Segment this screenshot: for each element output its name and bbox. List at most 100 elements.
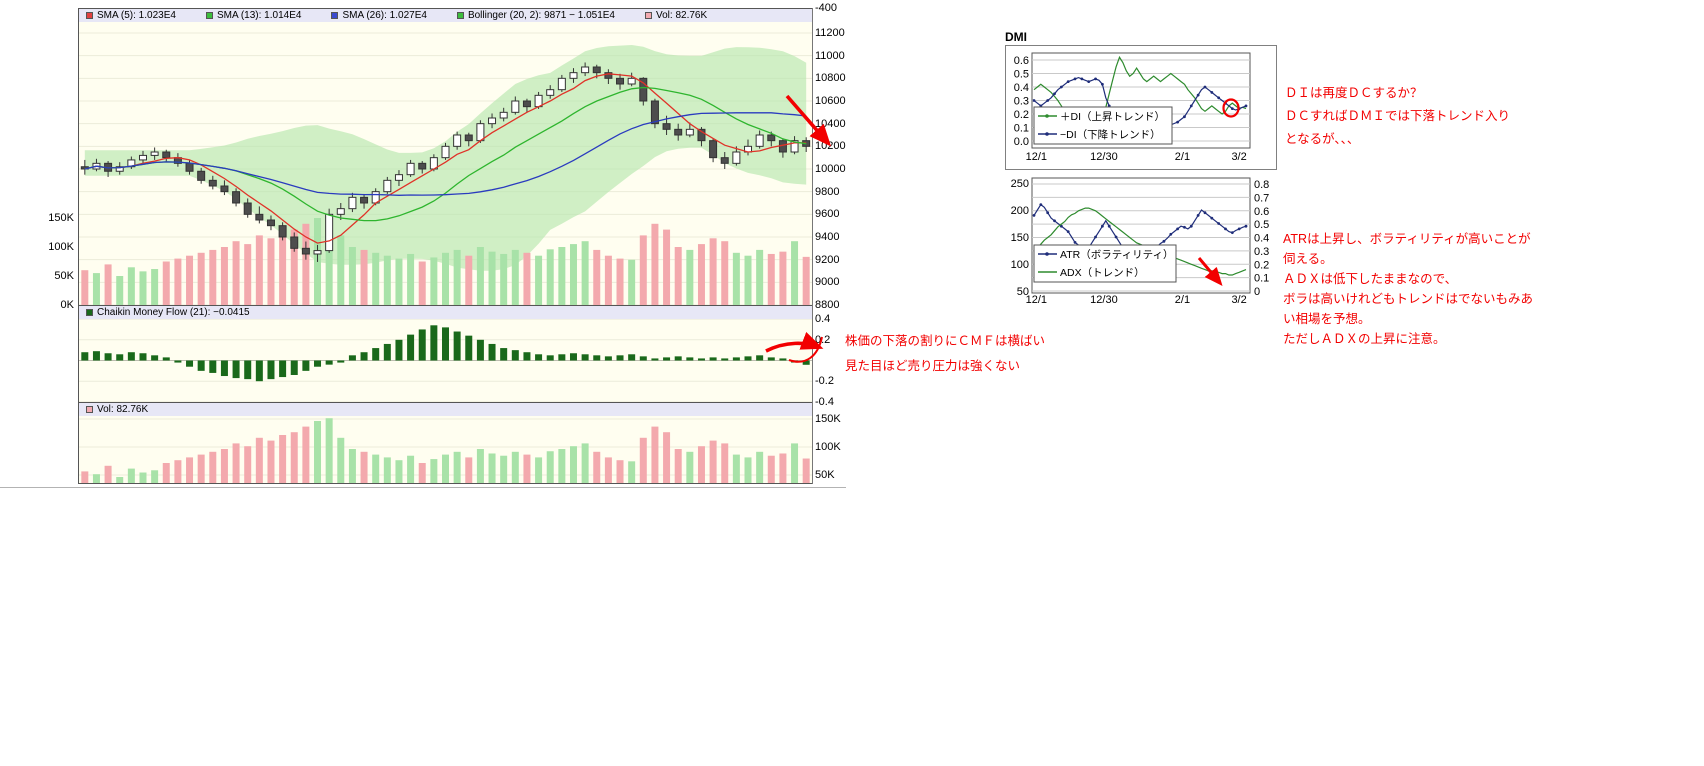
- axis-label: 9600: [815, 208, 840, 220]
- svg-text:−DI（下降トレンド）: −DI（下降トレンド）: [1060, 128, 1161, 141]
- atr-annotation-line3: ＡＤＸは低下したままなので、: [1283, 272, 1458, 286]
- legend-sma13: SMA (13): 1.014E4: [205, 10, 302, 21]
- svg-text:0.1: 0.1: [1254, 273, 1269, 285]
- svg-text:50: 50: [1017, 286, 1029, 298]
- axis-label: 50K: [815, 469, 835, 481]
- axis-label: 10200: [815, 140, 846, 152]
- svg-text:0.3: 0.3: [1014, 96, 1029, 108]
- svg-text:0.6: 0.6: [1014, 55, 1029, 67]
- svg-text:3/2: 3/2: [1231, 151, 1246, 163]
- svg-text:150: 150: [1011, 232, 1029, 244]
- atr-annotation-line2: 伺える。: [1283, 252, 1333, 266]
- atr-annotation-line1: ATRは上昇し、ボラティリティが高いことが: [1283, 232, 1531, 246]
- legend-cmf: Chaikin Money Flow (21): −0.0415: [86, 307, 250, 318]
- atr-annotation-line5: い相場を予想。: [1283, 312, 1371, 326]
- legend-sma5-label: SMA (5): 1.023E4: [97, 10, 176, 21]
- atr-annotation-line4: ボラは高いけれどもトレンドはでないもみあ: [1283, 292, 1534, 306]
- axis-label: 10000: [815, 163, 846, 175]
- cmf-chart-canvas: [79, 319, 812, 402]
- svg-text:0: 0: [1254, 286, 1260, 298]
- volume-chart-canvas: [79, 416, 812, 483]
- svg-text:12/1: 12/1: [1026, 294, 1047, 306]
- axis-label: 10800: [815, 72, 846, 84]
- svg-text:250: 250: [1011, 178, 1029, 190]
- axis-label: 10400: [815, 118, 846, 130]
- chart-top-border: [78, 8, 813, 9]
- axis-label: -0.4: [815, 396, 834, 408]
- dmi-chart-canvas: 0.6 0.50.4 0.30.2 0.10.0 12/1 12/30 2/1 3/2 ＋DI（…: [1005, 45, 1277, 170]
- svg-text:0.0: 0.0: [1014, 136, 1029, 148]
- legend-sma26: SMA (26): 1.027E4: [331, 10, 427, 21]
- axis-label: 9000: [815, 276, 840, 288]
- legend-bollinger-label: Bollinger (20, 2): 9871 − 1.051E4: [467, 10, 615, 21]
- sma5-chip-icon: [86, 12, 93, 19]
- atr-annotation-line6: ただしＡＤＸの上昇に注意。: [1283, 332, 1446, 346]
- dmi-annotation: ＤＩは再度ＤＣするか？ ＤＣすればＤＭＩでは下落トレンド入り となるが、、、: [1285, 82, 1510, 151]
- axis-label: 10600: [815, 95, 846, 107]
- axis-label: 0K: [60, 299, 74, 311]
- axis-label: 50K: [54, 270, 74, 282]
- left-axis-line: [78, 8, 79, 484]
- axis-label: 9800: [815, 186, 840, 198]
- svg-text:12/1: 12/1: [1026, 151, 1047, 163]
- svg-text:＋DI（上昇トレンド）: ＋DI（上昇トレンド）: [1060, 111, 1165, 123]
- svg-text:2/1: 2/1: [1175, 294, 1190, 306]
- svg-text:0.3: 0.3: [1254, 246, 1269, 258]
- legend-vol-pane-label: Vol: 82.76K: [97, 404, 149, 415]
- svg-text:0.7: 0.7: [1254, 192, 1269, 204]
- legend-bollinger: Bollinger (20, 2): 9871 − 1.051E4: [456, 10, 615, 21]
- pane-separator-2: [78, 402, 813, 403]
- axis-label: 11200: [815, 27, 845, 39]
- svg-text:0.2: 0.2: [1014, 109, 1029, 121]
- svg-text:ATR（ボラティリティ）: ATR（ボラティリティ）: [1060, 249, 1173, 261]
- dmi-annotation-line2: ＤＣすればＤＭＩでは下落トレンド入り: [1285, 109, 1511, 123]
- cmf-annotation: 株価の下落の割りにＣＭＦは横ばい 見た目ほど売り圧力は強くない: [845, 329, 1045, 379]
- pane-separator-1: [78, 305, 813, 306]
- vol-legend-strip: Vol: 82.76K: [79, 403, 812, 416]
- axis-label: 0.2: [815, 334, 831, 346]
- atr-annotation: ATRは上昇し、ボラティリティが高いことが 伺える。 ＡＤＸは低下したままなので…: [1283, 229, 1533, 349]
- atr-adx-chart-canvas: 250 200 150 100 50 0.80.7 0.60.5 0.40.30.2 0.10 1…: [1005, 172, 1277, 307]
- svg-text:0.8: 0.8: [1254, 179, 1269, 191]
- svg-text:0.5: 0.5: [1254, 219, 1269, 231]
- legend-sma5: SMA (5): 1.023E4: [86, 10, 176, 21]
- svg-text:12/30: 12/30: [1090, 294, 1118, 306]
- svg-text:100: 100: [1011, 259, 1029, 271]
- legend-vol: Vol: 82.76K: [644, 10, 708, 21]
- axis-label: 0.4: [815, 313, 831, 325]
- axis-label: 100K: [815, 441, 841, 453]
- legend-vol-pane: Vol: 82.76K: [86, 404, 148, 415]
- right-axis-line: [812, 8, 813, 484]
- axis-label: -0.2: [815, 375, 834, 387]
- cmf-annotation-line1: 株価の下落の割りにＣＭＦは横ばい: [845, 334, 1046, 348]
- axis-label: 150K: [815, 413, 841, 425]
- bollinger-chip-icon: [456, 12, 464, 19]
- legend-vol-label: Vol: 82.76K: [655, 10, 708, 21]
- svg-text:0.4: 0.4: [1254, 233, 1269, 245]
- axis-label: 100K: [48, 241, 74, 253]
- dmi-annotation-line1: ＤＩは再度ＤＣするか？: [1285, 86, 1423, 100]
- svg-text:0.6: 0.6: [1254, 206, 1269, 218]
- svg-text:0.1: 0.1: [1014, 123, 1029, 135]
- legend-sma13-label: SMA (13): 1.014E4: [216, 10, 302, 21]
- vol-chip-icon: [644, 12, 652, 19]
- cmf-chip-icon: [86, 309, 93, 316]
- svg-text:0.5: 0.5: [1014, 69, 1029, 81]
- sma13-chip-icon: [205, 12, 213, 19]
- axis-label: -400: [815, 2, 838, 14]
- vol-pane-chip-icon: [86, 406, 93, 413]
- dmi-section-title: DMI: [1005, 30, 1027, 44]
- svg-text:3/2: 3/2: [1231, 294, 1246, 306]
- price-chart-canvas: [79, 22, 812, 305]
- cmf-legend-strip: Chaikin Money Flow (21): −0.0415: [79, 306, 812, 319]
- svg-text:0.2: 0.2: [1254, 259, 1269, 271]
- legend-sma26-label: SMA (26): 1.027E4: [342, 10, 427, 21]
- chart-bottom-border: [78, 483, 813, 484]
- svg-text:12/30: 12/30: [1090, 151, 1118, 163]
- svg-text:ADX（トレンド）: ADX（トレンド）: [1060, 267, 1145, 279]
- sma26-chip-icon: [331, 12, 339, 19]
- svg-text:0.4: 0.4: [1014, 82, 1029, 94]
- svg-text:200: 200: [1011, 205, 1029, 217]
- axis-label: 150K: [48, 212, 74, 224]
